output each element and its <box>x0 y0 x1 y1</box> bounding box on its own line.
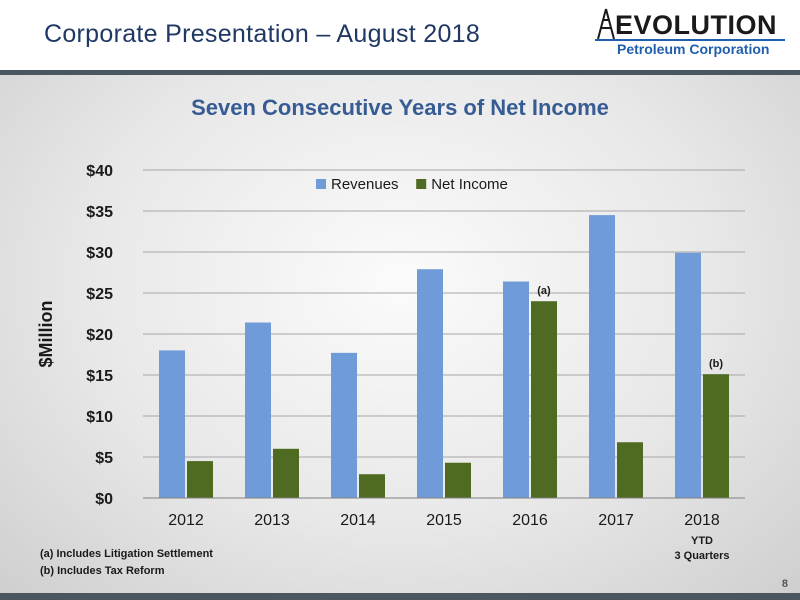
bar-net-income <box>703 374 729 498</box>
bar-revenues <box>159 350 185 498</box>
bar-revenues <box>503 281 529 498</box>
y-tick-label: $35 <box>86 204 113 221</box>
bar-net-income <box>445 462 471 498</box>
slide-header: Corporate Presentation – August 2018 EVO… <box>0 0 800 70</box>
bar-annotation: (b) <box>709 358 723 370</box>
y-tick-label: $15 <box>86 368 113 385</box>
x-tick-label: 2018 <box>684 512 720 529</box>
footer-divider <box>0 593 800 600</box>
x-tick-label: 2012 <box>168 512 204 529</box>
x-tick-label: 2016 <box>512 512 548 529</box>
bar-net-income <box>531 301 557 498</box>
header-divider <box>0 70 800 75</box>
derrick-icon <box>597 8 615 40</box>
y-tick-label: $25 <box>86 286 113 303</box>
y-tick-label: $0 <box>95 491 113 508</box>
bar-revenues <box>417 269 443 498</box>
y-tick-label: $30 <box>86 245 113 262</box>
legend-label: Revenues <box>331 176 399 193</box>
y-tick-label: $5 <box>95 450 113 467</box>
legend-swatch <box>416 179 427 189</box>
x-tick-label: 2015 <box>426 512 462 529</box>
footnote-b: (b) Includes Tax Reform <box>40 565 165 577</box>
bar-revenues <box>245 322 271 498</box>
bar-net-income <box>359 474 385 498</box>
x-tick-label: 2017 <box>598 512 634 529</box>
x-tick-label: 2013 <box>254 512 290 529</box>
logo-subtitle: Petroleum Corporation <box>617 41 770 57</box>
presentation-title: Corporate Presentation – August 2018 <box>44 20 481 48</box>
bar-net-income <box>273 448 299 498</box>
bar-net-income <box>617 442 643 498</box>
legend-label: Net Income <box>431 176 508 193</box>
company-logo: EVOLUTION Petroleum Corporation <box>595 6 785 64</box>
x-tick-sublabel: YTD <box>691 535 713 547</box>
y-tick-label: $20 <box>86 327 113 344</box>
bar-revenues <box>589 215 615 498</box>
page-number: 8 <box>781 578 788 590</box>
logo-wordmark: EVOLUTION <box>615 10 778 40</box>
y-tick-label: $10 <box>86 409 113 426</box>
logo-rule <box>595 39 785 41</box>
bar-revenues <box>331 352 357 498</box>
bar-revenues <box>675 252 701 498</box>
x-tick-label: 2014 <box>340 512 376 529</box>
y-axis-label: $Million <box>36 301 56 368</box>
y-tick-label: $40 <box>86 163 113 180</box>
x-tick-sublabel: 3 Quarters <box>674 550 729 562</box>
footnote-a: (a) Includes Litigation Settlement <box>40 548 213 560</box>
legend-swatch <box>316 179 326 189</box>
bar-net-income <box>187 461 213 498</box>
bar-annotation: (a) <box>537 285 551 297</box>
slide-title: Seven Consecutive Years of Net Income <box>191 95 609 120</box>
